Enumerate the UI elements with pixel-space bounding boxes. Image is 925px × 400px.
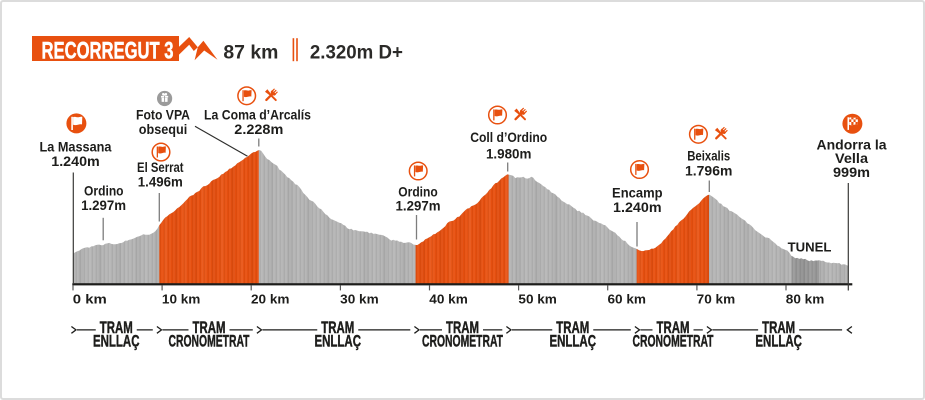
svg-text:RECORREGUT 3: RECORREGUT 3 bbox=[42, 37, 174, 64]
svg-text:obsequi: obsequi bbox=[139, 121, 188, 137]
svg-text:ENLLAÇ: ENLLAÇ bbox=[315, 332, 362, 350]
svg-text:1.980m: 1.980m bbox=[486, 145, 532, 161]
svg-text:Vella: Vella bbox=[835, 150, 868, 166]
svg-text:Foto VPA: Foto VPA bbox=[136, 106, 190, 122]
svg-text:CRONOMETRAT: CRONOMETRAT bbox=[422, 332, 503, 350]
svg-text:20 km: 20 km bbox=[251, 291, 290, 306]
svg-text:1.240m: 1.240m bbox=[613, 199, 662, 215]
svg-text:40 km: 40 km bbox=[429, 291, 468, 306]
svg-text:2.320m D+: 2.320m D+ bbox=[310, 43, 403, 64]
svg-text:80 km: 80 km bbox=[786, 291, 825, 306]
svg-text:El Serrat: El Serrat bbox=[137, 159, 184, 175]
svg-text:Beixalis: Beixalis bbox=[687, 148, 730, 164]
svg-text:10 km: 10 km bbox=[162, 291, 201, 306]
svg-text:La Massana: La Massana bbox=[40, 138, 112, 154]
svg-text:Ordino: Ordino bbox=[398, 183, 438, 199]
svg-text:87 km: 87 km bbox=[223, 43, 278, 64]
svg-text:ENLLAÇ: ENLLAÇ bbox=[93, 332, 140, 350]
svg-text:TRAM: TRAM bbox=[321, 319, 354, 337]
svg-text:50 km: 50 km bbox=[518, 291, 557, 306]
svg-text:999m: 999m bbox=[833, 164, 870, 180]
svg-text:0 km: 0 km bbox=[73, 291, 107, 306]
svg-text:CRONOMETRAT: CRONOMETRAT bbox=[633, 332, 714, 350]
svg-text:TUNEL: TUNEL bbox=[788, 239, 832, 254]
svg-text:1.496m: 1.496m bbox=[138, 173, 183, 189]
svg-text:Encamp: Encamp bbox=[612, 184, 663, 200]
svg-text:Andorra la: Andorra la bbox=[817, 137, 887, 153]
svg-text:1.297m: 1.297m bbox=[81, 197, 126, 213]
svg-text:1.240m: 1.240m bbox=[51, 153, 100, 169]
svg-text:2.228m: 2.228m bbox=[234, 121, 283, 137]
svg-text:ENLLAÇ: ENLLAÇ bbox=[755, 332, 802, 350]
svg-text:TRAM: TRAM bbox=[193, 319, 226, 337]
svg-text:TRAM: TRAM bbox=[446, 319, 479, 337]
svg-text:1.297m: 1.297m bbox=[396, 198, 441, 214]
svg-text:60 km: 60 km bbox=[608, 291, 647, 306]
svg-text:Coll d’Ordino: Coll d’Ordino bbox=[470, 129, 547, 145]
svg-text:TRAM: TRAM bbox=[657, 319, 690, 337]
svg-text:TRAM: TRAM bbox=[762, 319, 795, 337]
svg-text:Ordino: Ordino bbox=[84, 183, 124, 199]
svg-text:TRAM: TRAM bbox=[100, 319, 133, 337]
svg-text:30 km: 30 km bbox=[340, 291, 379, 306]
svg-text:1.796m: 1.796m bbox=[685, 163, 732, 179]
svg-text:La Coma d’Arcalís: La Coma d’Arcalís bbox=[204, 107, 311, 123]
svg-text:TRAM: TRAM bbox=[556, 319, 589, 337]
svg-text:70 km: 70 km bbox=[697, 291, 736, 306]
svg-text:CRONOMETRAT: CRONOMETRAT bbox=[169, 332, 250, 350]
svg-text:ENLLAÇ: ENLLAÇ bbox=[550, 332, 597, 350]
